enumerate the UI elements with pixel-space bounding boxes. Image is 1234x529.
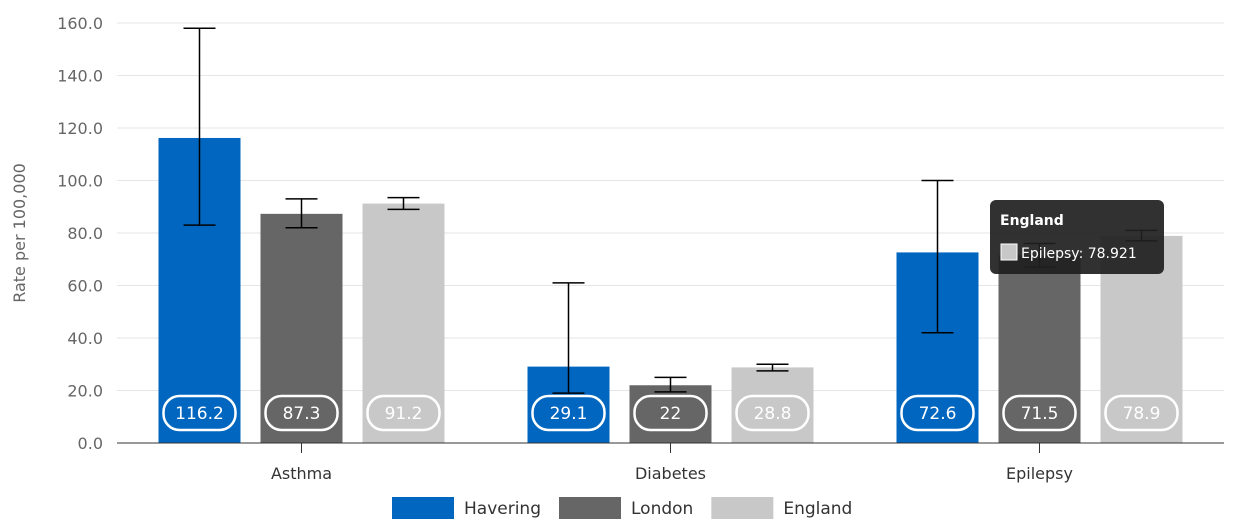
data-label-badge <box>531 394 606 432</box>
legend-label: England <box>783 499 852 519</box>
y-tick-label: 60.0 <box>67 277 103 296</box>
data-label: 78.9 <box>1123 404 1161 424</box>
data-label: 22 <box>660 404 682 424</box>
data-label: 91.2 <box>385 404 423 424</box>
y-tick-label: 0.0 <box>78 434 103 453</box>
y-tick-label: 100.0 <box>57 172 103 191</box>
category-label: Epilepsy <box>1006 464 1073 483</box>
legend-label: Havering <box>464 499 541 519</box>
data-label-badge <box>366 394 441 432</box>
y-axis-label: Rate per 100,000 <box>10 163 29 303</box>
data-label-badge <box>735 394 810 432</box>
x-axis <box>117 442 1224 453</box>
legend-swatch <box>711 497 774 519</box>
tooltip-title: England <box>1000 213 1064 229</box>
data-label-badge <box>162 394 237 432</box>
data-label: 28.8 <box>754 404 792 424</box>
x-axis-category-labels: Asthma Diabetes Epilepsy <box>271 464 1073 483</box>
tooltip: England Epilepsy: 78.921 <box>990 200 1164 274</box>
data-label: 71.5 <box>1021 404 1059 424</box>
y-tick-label: 80.0 <box>67 224 103 243</box>
y-axis-ticks: 0.0 20.0 40.0 60.0 80.0 100.0 120.0 140.0 160.0 <box>57 14 103 453</box>
tooltip-value: Epilepsy: 78.921 <box>1021 246 1137 262</box>
data-label: 29.1 <box>550 404 588 424</box>
legend-label: London <box>631 499 693 519</box>
legend-swatch <box>559 497 621 519</box>
y-tick-label: 160.0 <box>57 14 103 33</box>
data-label-badge <box>264 394 339 432</box>
legend-swatch <box>392 497 454 519</box>
y-tick-label: 40.0 <box>67 329 103 348</box>
data-label-badge <box>633 394 708 432</box>
data-label-badge <box>1002 394 1077 432</box>
data-label-badge <box>1104 394 1179 432</box>
data-label: 72.6 <box>919 404 957 424</box>
legend: Havering London England <box>392 497 852 519</box>
y-tick-label: 120.0 <box>57 119 103 138</box>
y-tick-label: 20.0 <box>67 382 103 401</box>
category-label: Diabetes <box>635 464 706 483</box>
y-tick-label: 140.0 <box>57 67 103 86</box>
data-labels: 116.2 87.3 91.2 29.1 22 28.8 72.6 71.5 78.9 <box>162 394 1179 432</box>
data-label-badge <box>900 394 975 432</box>
tooltip-background <box>990 200 1164 274</box>
tooltip-swatch <box>1000 243 1018 261</box>
data-label: 87.3 <box>283 404 321 424</box>
data-label: 116.2 <box>175 404 224 424</box>
category-label: Asthma <box>271 464 332 483</box>
